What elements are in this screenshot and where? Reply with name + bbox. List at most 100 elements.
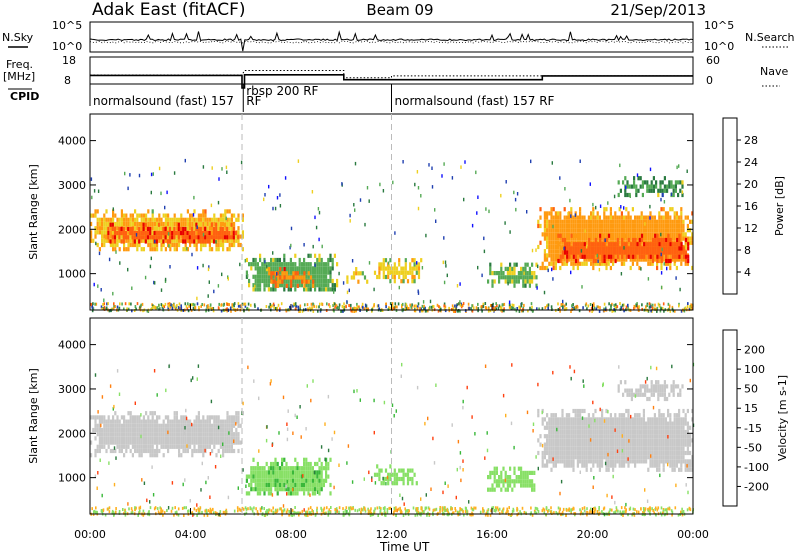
heatmap-cell (121, 214, 123, 218)
heatmap-cell (597, 455, 599, 459)
heatmap-cell (257, 475, 259, 479)
heatmap-cell (316, 226, 317, 230)
heatmap-cell (187, 222, 189, 226)
heatmap-cell (581, 237, 583, 241)
heatmap-cell (204, 445, 206, 449)
heatmap-cell (592, 228, 594, 232)
heatmap-cell (416, 261, 417, 265)
heatmap-cell (562, 238, 564, 242)
heatmap-cell (603, 224, 605, 228)
heatmap-cell (641, 430, 643, 434)
heatmap-cell (283, 475, 285, 479)
heatmap-cell (134, 432, 136, 436)
heatmap-cell (601, 246, 603, 250)
heatmap-cell (403, 469, 405, 473)
heatmap-cell (292, 491, 294, 495)
heatmap-cell (616, 422, 618, 426)
heatmap-cell (586, 426, 588, 430)
heatmap-cell (154, 226, 156, 230)
heatmap-cell (619, 422, 621, 426)
heatmap-cell (339, 303, 341, 306)
heatmap-cell (561, 459, 563, 463)
heatmap-cell (110, 230, 112, 234)
y-tick-label: 1000 (58, 268, 86, 281)
heatmap-cell (625, 224, 627, 228)
heatmap-cell (305, 262, 307, 266)
heatmap-cell (218, 415, 220, 419)
heatmap-cell (152, 428, 154, 432)
heatmap-cell (145, 231, 147, 235)
heatmap-cell (333, 290, 334, 294)
heatmap-cell (656, 255, 658, 259)
heatmap-cell (259, 287, 261, 291)
heatmap-cell (548, 211, 550, 215)
heatmap-cell (145, 420, 147, 424)
heatmap-cell (385, 305, 387, 308)
heatmap-cell (224, 441, 226, 445)
heatmap-cell (652, 455, 654, 459)
heatmap-cell (654, 220, 656, 224)
noise-search-label: N.Search (745, 31, 795, 44)
heatmap-cell (579, 220, 581, 224)
heatmap-cell (488, 210, 489, 214)
heatmap-cell (685, 238, 687, 242)
heatmap-cell (209, 222, 211, 226)
heatmap-cell (407, 481, 409, 485)
heatmap-cell (614, 220, 616, 224)
heatmap-cell (548, 438, 550, 442)
heatmap-cell (682, 232, 684, 236)
heatmap-cell (114, 420, 116, 424)
heatmap-cell (202, 424, 204, 428)
heatmap-cell (152, 449, 154, 453)
heatmap-cell (658, 455, 660, 459)
heatmap-cell (191, 432, 193, 436)
heatmap-cell (619, 258, 621, 262)
heatmap-cell (527, 483, 529, 487)
heatmap-cell (314, 287, 316, 291)
heatmap-cell (649, 417, 651, 421)
heatmap-cell (268, 283, 270, 287)
heatmap-cell (116, 436, 118, 440)
heatmap-cell (110, 428, 112, 432)
heatmap-cell (235, 432, 237, 436)
heatmap-cell (550, 207, 552, 211)
heatmap-cell (127, 247, 129, 251)
heatmap-cell (180, 420, 182, 424)
heatmap-cell (630, 266, 632, 270)
heatmap-cell (145, 411, 147, 415)
heatmap-cell (639, 255, 641, 259)
heatmap-cell (271, 304, 273, 307)
heatmap-cell (581, 430, 583, 434)
heatmap-cell (229, 209, 231, 213)
heatmap-cell (145, 223, 147, 227)
heatmap-cell (546, 413, 548, 417)
heatmap-cell (237, 441, 239, 445)
heatmap-cell (167, 449, 169, 453)
heatmap-cell (553, 220, 555, 224)
heatmap-cell (623, 438, 625, 442)
heatmap-cell (660, 220, 662, 224)
heatmap-cell (189, 420, 191, 424)
heatmap-cell (160, 436, 162, 440)
heatmap-cell (405, 275, 407, 279)
heatmap-cell (321, 479, 323, 483)
heatmap-cell (614, 438, 616, 442)
heatmap-cell (200, 441, 202, 445)
heatmap-cell (152, 247, 154, 251)
heatmap-cell (601, 251, 603, 255)
heatmap-cell (582, 255, 584, 259)
heatmap-cell (97, 226, 99, 230)
heatmap-cell (509, 263, 511, 267)
heatmap-cell (200, 227, 202, 231)
heatmap-cell (176, 436, 178, 440)
heatmap-cell (636, 426, 638, 430)
heatmap-cell (303, 466, 305, 470)
heatmap-cell (398, 469, 400, 473)
heatmap-cell (277, 258, 279, 262)
heatmap-cell (263, 275, 265, 279)
heatmap-cell (127, 424, 129, 428)
heatmap-cell (648, 185, 650, 189)
heatmap-cell (524, 479, 526, 483)
heatmap-cell (130, 239, 132, 243)
heatmap-cell (352, 259, 353, 263)
